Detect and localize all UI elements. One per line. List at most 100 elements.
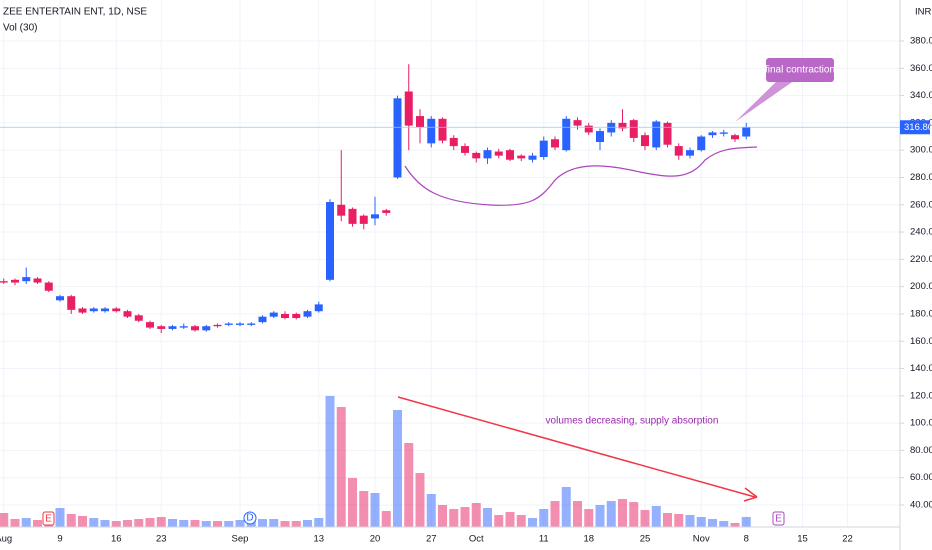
volume-bar bbox=[179, 520, 189, 527]
volume-bar bbox=[201, 521, 211, 527]
candle-body bbox=[11, 279, 19, 283]
volume-bar bbox=[280, 521, 290, 527]
candle-body bbox=[719, 132, 728, 134]
volume-bar bbox=[10, 519, 20, 527]
volume-bar bbox=[505, 512, 515, 527]
volume-bar bbox=[449, 509, 459, 527]
event-marker-label: D bbox=[246, 513, 253, 524]
volume-bar bbox=[291, 521, 301, 527]
volume-bar bbox=[741, 517, 751, 527]
volume-bar bbox=[393, 410, 402, 527]
candle-body bbox=[404, 91, 413, 126]
volume-bar bbox=[685, 515, 695, 527]
candle-body bbox=[44, 282, 53, 291]
candle-body bbox=[0, 281, 8, 283]
y-tick-label: 80.00 bbox=[910, 445, 932, 456]
candle-body bbox=[56, 296, 64, 301]
volume-bar bbox=[595, 505, 605, 527]
volume-bar bbox=[539, 509, 549, 527]
callout-pointer bbox=[735, 80, 795, 122]
volume-bar bbox=[224, 521, 234, 527]
candle-body bbox=[494, 151, 503, 156]
candle-body bbox=[89, 308, 98, 312]
x-tick-label: 16 bbox=[111, 534, 122, 545]
candle-body bbox=[359, 215, 368, 224]
candle-body bbox=[101, 308, 109, 312]
candle-body bbox=[416, 116, 424, 127]
y-tick-label: 120.00 bbox=[910, 390, 932, 401]
candle-body bbox=[224, 323, 233, 325]
candle-body bbox=[314, 304, 323, 312]
candle-body bbox=[157, 326, 166, 329]
candle-body bbox=[247, 323, 256, 325]
candle-body bbox=[438, 118, 447, 141]
volume-bar bbox=[730, 523, 740, 527]
candle-body bbox=[517, 155, 526, 159]
y-tick-label: 180.00 bbox=[910, 308, 932, 319]
last-price-box bbox=[900, 120, 930, 135]
event-marker-label: E bbox=[45, 514, 52, 525]
price-pane bbox=[0, 64, 900, 334]
volume-label: Vol (30) bbox=[3, 23, 37, 34]
candle-body bbox=[506, 150, 514, 160]
volume-bar bbox=[100, 520, 110, 527]
x-tick-label: 8 bbox=[744, 534, 749, 545]
y-tick-label: 340.00 bbox=[910, 90, 932, 101]
x-tick-label: Oct bbox=[469, 534, 484, 545]
x-tick-label: Nov bbox=[693, 534, 710, 545]
volume-bar bbox=[404, 443, 414, 527]
candle-body bbox=[337, 204, 346, 216]
volume-bar bbox=[528, 518, 537, 527]
candle-body bbox=[528, 155, 537, 160]
callout-box bbox=[766, 58, 834, 82]
candle-body bbox=[427, 118, 436, 144]
volume-bar bbox=[494, 515, 504, 527]
candle-body bbox=[191, 326, 199, 331]
volume-bar bbox=[651, 506, 661, 527]
candle-body bbox=[292, 313, 301, 319]
candle-body bbox=[303, 311, 312, 317]
candle-body bbox=[731, 135, 739, 140]
candle-body bbox=[67, 296, 76, 310]
x-tick-label: 11 bbox=[539, 534, 549, 545]
volume-bar bbox=[33, 520, 42, 527]
volume-bar bbox=[111, 521, 121, 527]
y-tick-label: 360.00 bbox=[910, 63, 932, 74]
volume-bar bbox=[303, 520, 312, 527]
trend-curve bbox=[404, 146, 758, 206]
y-tick-label: 140.00 bbox=[910, 363, 932, 374]
candle-body bbox=[697, 136, 706, 151]
y-tick-label: 40.00 bbox=[910, 500, 932, 511]
volume-bar bbox=[66, 514, 76, 527]
event-marker[interactable] bbox=[772, 511, 785, 526]
event-marker[interactable] bbox=[243, 511, 257, 525]
last-price-label: 316.80 bbox=[904, 122, 932, 133]
volume-bar bbox=[708, 519, 717, 527]
y-tick-label: 60.00 bbox=[910, 472, 932, 483]
volume-bar bbox=[629, 502, 639, 527]
candle-body bbox=[134, 315, 143, 321]
x-tick-label: 20 bbox=[370, 534, 381, 545]
candle-body bbox=[663, 122, 672, 145]
y-tick-label: 280.00 bbox=[910, 172, 932, 183]
candle-body bbox=[674, 146, 683, 156]
volume-bar bbox=[426, 494, 436, 527]
volume-bar bbox=[145, 518, 155, 527]
candle-body bbox=[573, 120, 582, 126]
candle-body bbox=[742, 126, 751, 137]
volume-bar bbox=[336, 407, 346, 527]
volume-bar bbox=[314, 518, 324, 527]
annotation: final contraction bbox=[765, 65, 835, 76]
event-marker[interactable] bbox=[42, 511, 55, 526]
candle-body bbox=[618, 122, 627, 129]
candle-body bbox=[562, 118, 571, 151]
volume-bar bbox=[516, 515, 526, 527]
y-tick-label: 380.00 bbox=[910, 36, 932, 47]
grid bbox=[0, 0, 900, 527]
x-tick-label: Sep bbox=[232, 534, 249, 545]
volume-bar bbox=[213, 521, 222, 527]
candle-body bbox=[348, 208, 357, 224]
candle-body bbox=[596, 131, 604, 142]
candle-body bbox=[33, 278, 42, 283]
